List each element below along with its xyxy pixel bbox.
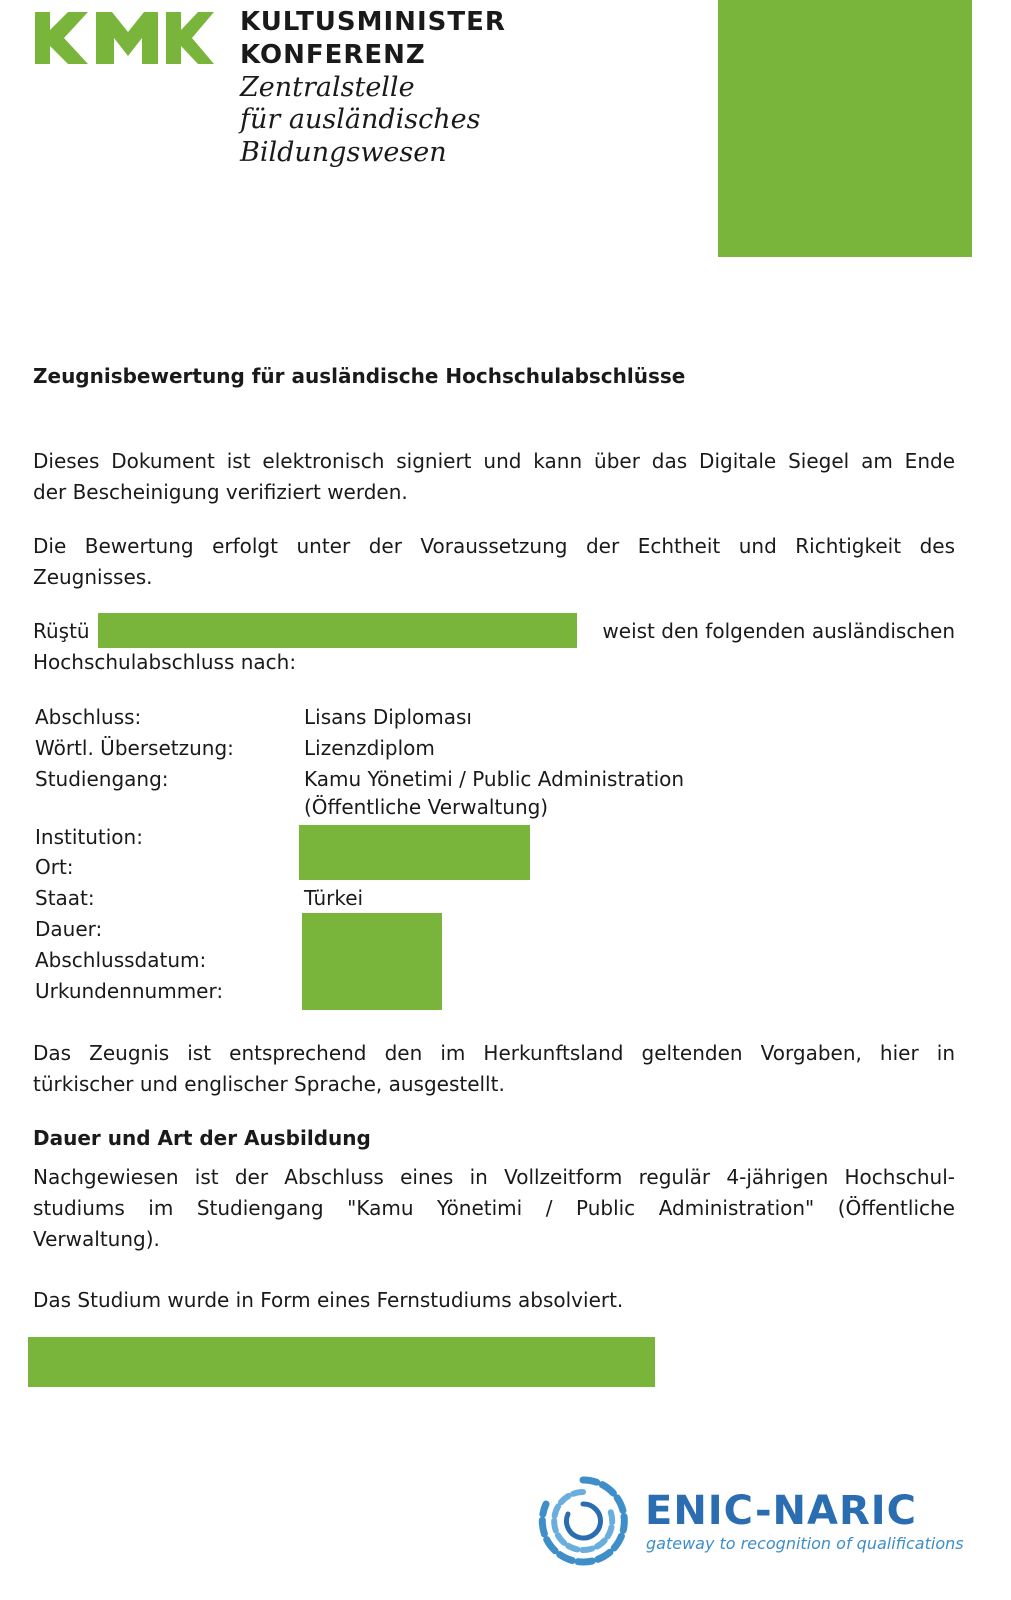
paragraph-line: der Bescheinigung verifiziert werden. bbox=[33, 480, 408, 504]
detail-label: Studiengang: bbox=[35, 767, 169, 791]
redaction bbox=[302, 913, 442, 1010]
org-name: KULTUSMINISTER bbox=[240, 7, 506, 37]
paragraph-line: Das Zeugnis ist entsprechend den im Herk… bbox=[33, 1041, 955, 1065]
redaction bbox=[28, 1337, 655, 1387]
document-title: Zeugnisbewertung für ausländische Hochsc… bbox=[33, 364, 686, 388]
detail-value: Türkei bbox=[304, 886, 364, 910]
paragraph-line: Die Bewertung erfolgt unter der Vorausse… bbox=[33, 534, 955, 558]
paragraph-line: Das Studium wurde in Form eines Fernstud… bbox=[33, 1288, 624, 1312]
detail-value: Lizenzdiplom bbox=[304, 736, 435, 760]
detail-label: Abschluss: bbox=[35, 705, 142, 729]
org-subtitle: für ausländisches bbox=[240, 104, 481, 135]
detail-value: Kamu Yönetimi / Public Administration bbox=[304, 767, 685, 791]
holder-text: Hochschulabschluss nach: bbox=[33, 650, 297, 674]
detail-value: (Öffentliche Verwaltung) bbox=[304, 795, 549, 819]
redaction bbox=[98, 613, 577, 648]
kmk-logo-mark bbox=[35, 12, 214, 64]
detail-label: Urkundennummer: bbox=[35, 979, 224, 1003]
detail-label: Wörtl. Übersetzung: bbox=[35, 736, 234, 760]
paragraph-line: studiums im Studiengang "Kamu Yönetimi /… bbox=[33, 1196, 955, 1220]
paragraph-line: türkischer und englischer Sprache, ausge… bbox=[33, 1072, 505, 1096]
detail-label: Institution: bbox=[35, 825, 143, 849]
detail-value: Lisans Diploması bbox=[304, 705, 472, 729]
detail-label: Dauer: bbox=[35, 917, 103, 941]
org-subtitle: Bildungswesen bbox=[240, 137, 447, 168]
paragraph-line: Zeugnisses. bbox=[33, 565, 153, 589]
enic-naric-emblem bbox=[538, 1476, 628, 1566]
detail-label: Staat: bbox=[35, 886, 95, 910]
paragraph-line: Dieses Dokument ist elektronisch signier… bbox=[33, 449, 955, 473]
enic-naric-tagline: gateway to recognition of qualifications bbox=[646, 1534, 964, 1553]
redaction bbox=[718, 0, 972, 257]
org-subtitle: Zentralstelle bbox=[240, 72, 415, 103]
detail-label: Ort: bbox=[35, 855, 74, 879]
paragraph-line: Verwaltung). bbox=[33, 1227, 160, 1251]
detail-label: Abschlussdatum: bbox=[35, 948, 207, 972]
section-heading: Dauer und Art der Ausbildung bbox=[33, 1126, 371, 1150]
holder-name: Rüştü bbox=[33, 619, 90, 643]
holder-text: weist den folgenden ausländischen bbox=[602, 619, 955, 643]
paragraph-line: Nachgewiesen ist der Abschluss eines in … bbox=[33, 1165, 955, 1189]
enic-naric-name: ENIC-NARIC bbox=[645, 1488, 918, 1534]
org-name: KONFERENZ bbox=[240, 40, 426, 70]
redaction bbox=[299, 825, 530, 880]
